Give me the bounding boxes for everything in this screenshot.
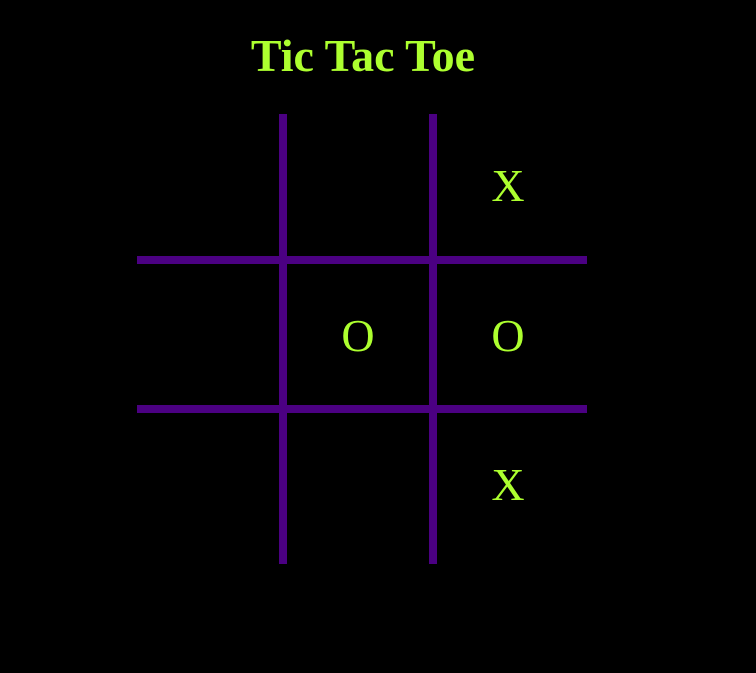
board-cell-3[interactable]: X — [491, 159, 525, 211]
grid-line-vertical-2 — [429, 114, 437, 564]
board-cell-7[interactable] — [137, 413, 279, 555]
board-cell-2[interactable] — [287, 114, 429, 256]
board-cell-6[interactable]: O — [491, 309, 525, 361]
board-cell-8[interactable] — [287, 413, 429, 555]
board-cell-1[interactable] — [137, 114, 279, 256]
page-title: Tic Tac Toe — [250, 30, 476, 81]
grid-line-horizontal-2 — [137, 405, 587, 413]
grid-line-vertical-1 — [279, 114, 287, 564]
grid-line-horizontal-1 — [137, 256, 587, 264]
board-cell-9[interactable]: X — [491, 458, 525, 510]
game-board: X O O X — [137, 114, 587, 564]
board-cell-4[interactable] — [137, 264, 279, 406]
board-cell-5[interactable]: O — [341, 309, 375, 361]
